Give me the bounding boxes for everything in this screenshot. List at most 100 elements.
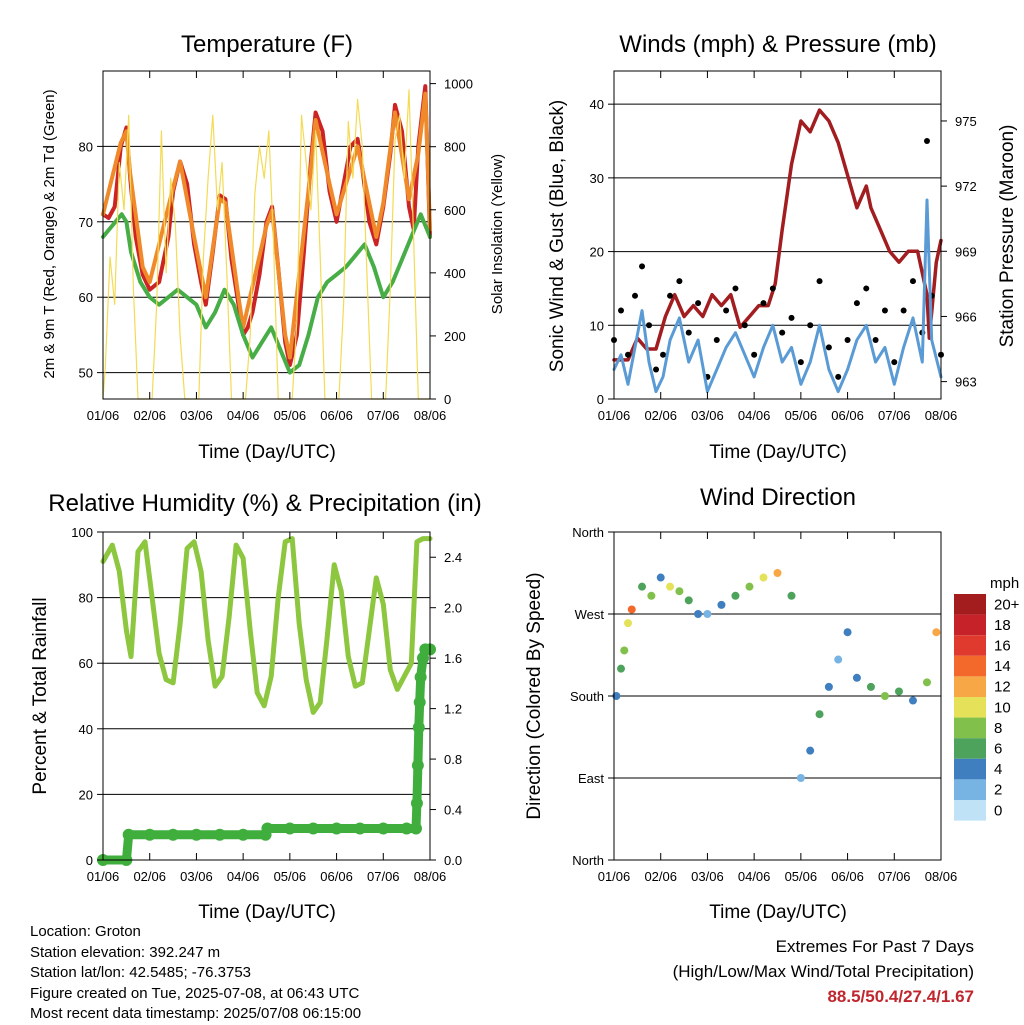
colorbar-label: 12 (994, 679, 1011, 696)
direction-point (656, 573, 665, 582)
y-tick-label: North (572, 853, 604, 868)
gust-point (872, 337, 879, 344)
colorbar-label: 20+ (994, 596, 1020, 613)
gust-point (909, 278, 916, 285)
gust-point (618, 307, 625, 314)
direction-panel: Wind Direction 01/06 02/06 03/06 04/06 05/06… (524, 484, 1020, 923)
direction-point (843, 628, 852, 637)
winds-frame (613, 70, 942, 400)
y-tick-label-right: 800 (444, 140, 466, 155)
temperature-xlabel: Time (Day/UTC) (198, 442, 336, 463)
precip-point (414, 671, 427, 684)
y-tick-label-right: 966 (955, 309, 977, 324)
gust-point (863, 285, 870, 292)
y-tick-label: East (578, 771, 604, 786)
gust-point (835, 373, 842, 380)
y-tick-label: North (572, 525, 604, 540)
colorbar-swatch (954, 614, 986, 636)
series-line-2 (612, 198, 943, 394)
direction-point (717, 600, 726, 609)
y-tick-label-right: 0 (444, 392, 451, 407)
precip-point (400, 822, 413, 835)
x-tick-label: 06/06 (320, 408, 353, 423)
precip-point (237, 828, 250, 841)
y-tick-label: 50 (79, 366, 93, 381)
series-line-0 (612, 108, 943, 362)
extremes-values: 88.5/50.4/27.4/1.67 (827, 987, 974, 1006)
x-tick-label: 06/06 (320, 869, 353, 884)
x-tick-label: 08/06 (414, 408, 447, 423)
x-tick-label: 06/06 (831, 869, 864, 884)
gust-point (676, 278, 683, 285)
y-tick-label: West (575, 607, 605, 622)
y-tick-label: 60 (79, 656, 93, 671)
gust-point (797, 359, 804, 366)
colorbar-swatch (954, 676, 986, 697)
colorbar-swatch (954, 779, 986, 800)
precip-point (330, 822, 343, 835)
direction-point (624, 619, 633, 628)
direction-point (908, 696, 917, 705)
humidity-xlabel: Time (Day/UTC) (198, 902, 336, 923)
gust-point (825, 344, 832, 351)
x-tick-label: 02/06 (644, 408, 677, 423)
gust-point (667, 292, 674, 299)
gust-point (646, 322, 653, 329)
direction-point (806, 746, 815, 755)
direction-point (617, 664, 626, 673)
y-tick-label: 20 (590, 245, 604, 260)
gust-point (816, 278, 823, 285)
direction-point (684, 596, 693, 605)
x-tick-label: 07/06 (367, 408, 400, 423)
station-elevation: Station elevation: 392.247 m (30, 943, 221, 961)
colorbar-label: 18 (994, 617, 1011, 634)
x-tick-label: 03/06 (180, 408, 213, 423)
gust-point (695, 300, 702, 307)
x-tick-label: 06/06 (831, 408, 864, 423)
precip-point (213, 828, 226, 841)
station-latlon: Station lat/lon: 42.5485; -76.3753 (30, 964, 252, 981)
x-tick-label: 01/06 (87, 869, 120, 884)
x-tick-label: 01/06 (598, 869, 631, 884)
gust-point (632, 292, 639, 299)
x-tick-label: 05/06 (785, 408, 818, 423)
colorbar-swatch (954, 697, 986, 718)
direction-point (922, 678, 931, 687)
y-tick-label: 80 (79, 591, 93, 606)
precip-point (409, 822, 422, 835)
x-tick-label: 03/06 (180, 869, 213, 884)
gust-point (741, 322, 748, 329)
x-tick-label: 07/06 (878, 869, 911, 884)
temperature-title: Temperature (F) (181, 31, 353, 58)
precip-point (143, 828, 156, 841)
gust-point (881, 307, 888, 314)
gust-point (853, 300, 860, 307)
temperature-ylabel-right: Solar Insolation (Yellow) (489, 154, 506, 314)
y-tick-label: 80 (79, 139, 93, 154)
extremes-box: Extremes For Past 7 Days (High/Low/Max W… (673, 934, 974, 1009)
gust-point (807, 322, 814, 329)
x-tick-label: 03/06 (691, 869, 724, 884)
precip-point (411, 759, 424, 772)
gust-point (723, 307, 730, 314)
x-tick-label: 03/06 (691, 408, 724, 423)
y-tick-label-right: 975 (955, 114, 977, 129)
speed-colorbar: mph 20+ 18 16 14 12 10 8 6 4 2 0 (954, 575, 1020, 821)
colorbar-swatch (954, 738, 986, 759)
direction-point (731, 591, 740, 600)
series-line-0 (100, 536, 433, 715)
x-tick-label: 01/06 (598, 408, 631, 423)
direction-point (638, 582, 647, 591)
y-tick-label-right: 972 (955, 179, 977, 194)
precip-point (190, 828, 203, 841)
x-tick-label: 04/06 (738, 869, 771, 884)
y-tick-label: South (570, 689, 604, 704)
gust-point (923, 138, 930, 145)
x-tick-label: 08/06 (925, 869, 958, 884)
x-tick-label: 07/06 (367, 869, 400, 884)
gust-point (653, 366, 660, 373)
direction-point (773, 569, 782, 577)
winds-ylabel: Sonic Wind & Gust (Blue, Black) (547, 100, 568, 372)
colorbar-label: 0 (994, 802, 1002, 819)
y-tick-label: 10 (590, 318, 604, 333)
